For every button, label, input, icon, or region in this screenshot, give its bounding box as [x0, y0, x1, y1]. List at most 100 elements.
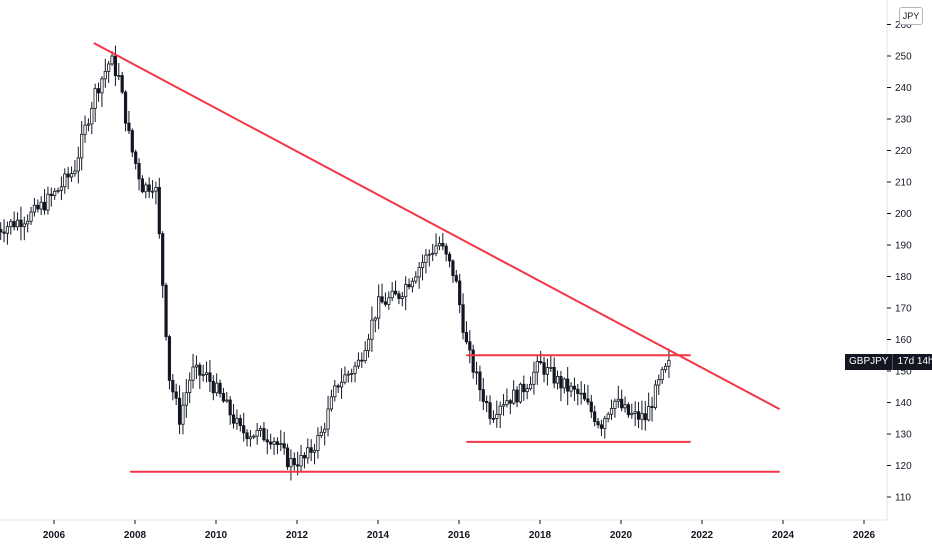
candle-body [302, 455, 307, 459]
time-tick-label: 2016 [448, 530, 471, 541]
candle-body [528, 383, 533, 390]
candle-body [76, 157, 80, 172]
candle-body [299, 455, 303, 467]
candle-body [225, 399, 229, 402]
candle-body [336, 385, 340, 388]
candle-body [390, 290, 394, 299]
candle-body [366, 338, 371, 351]
price-tick-label: 220 [895, 146, 912, 157]
candle-body [498, 405, 502, 415]
candle-body [171, 379, 175, 393]
candle-body [630, 413, 634, 416]
candle-body [59, 186, 64, 191]
currency-button[interactable]: JPY [899, 7, 923, 25]
candle-body [458, 280, 462, 306]
candle-body [312, 450, 317, 453]
candle-body [211, 380, 215, 394]
candle-body [653, 384, 658, 408]
candle-body [549, 367, 553, 369]
candle-body [110, 55, 114, 65]
price-tick-label: 200 [895, 209, 912, 220]
candle-body [512, 389, 516, 404]
candle-body [73, 170, 77, 174]
candle-body [468, 341, 472, 351]
candle-body [215, 382, 219, 394]
candle-body [606, 413, 610, 420]
candle-body [262, 428, 266, 441]
candle-body [0, 229, 3, 233]
candle-body [39, 201, 43, 210]
candle-body [198, 364, 202, 376]
candle-body [441, 242, 445, 247]
candle-body [123, 91, 128, 124]
candle-body [657, 379, 661, 386]
candle-body [545, 367, 550, 375]
candle-body [596, 421, 600, 426]
candle-body [19, 219, 23, 227]
time-axis[interactable]: 2006 2008 2010 2012 2014 2016 2018 2020 2022 2024… [43, 520, 876, 541]
candle-body [431, 252, 435, 255]
candle-body [93, 88, 97, 109]
candle-body [137, 163, 141, 180]
candle-body [539, 361, 543, 364]
candle-body [420, 262, 425, 268]
price-tick-label: 240 [895, 83, 912, 94]
candle-body [404, 284, 408, 298]
candle-body [383, 301, 388, 305]
candle-body [410, 280, 415, 288]
candle-body [380, 296, 384, 303]
candle-body [164, 284, 168, 338]
candle-body [525, 388, 529, 393]
candle-body [501, 404, 506, 407]
candle-body [400, 296, 404, 299]
candle-body [417, 267, 421, 278]
candle-body [323, 428, 327, 433]
candle-body [552, 367, 556, 384]
candle-body [667, 359, 671, 367]
candle-body [86, 123, 91, 126]
candle-body [66, 173, 70, 178]
candle-body [319, 431, 323, 436]
candle-body [613, 400, 617, 409]
candle-body [42, 201, 47, 211]
candle-body [623, 404, 627, 409]
candle-body [397, 293, 401, 299]
candle-body [572, 385, 577, 390]
candle-body [589, 401, 593, 413]
candle-body [22, 223, 26, 227]
candle-body [481, 389, 485, 402]
candle-body [609, 408, 614, 415]
candle-body [620, 398, 624, 409]
candle-body [265, 439, 269, 443]
time-tick-label: 2022 [691, 530, 714, 541]
price-tick-label: 260 [895, 20, 912, 31]
trendline[interactable] [93, 42, 780, 410]
candle-body [329, 396, 334, 410]
candle-body [626, 404, 631, 416]
candle-body [309, 447, 313, 453]
candle-body [204, 372, 209, 375]
candle-body [660, 369, 664, 381]
price-tick-label: 110 [895, 493, 911, 504]
time-tick-label: 2012 [286, 530, 309, 541]
candle-body [339, 381, 344, 388]
candle-body [326, 408, 330, 430]
candle-body [184, 392, 188, 406]
price-tick-label: 120 [895, 461, 912, 472]
candle-body [306, 447, 310, 459]
candle-body [434, 245, 438, 254]
candle-body [157, 187, 161, 235]
candle-body [107, 63, 111, 72]
candle-body [231, 414, 236, 424]
candle-body [201, 374, 205, 376]
candle-body [150, 190, 155, 193]
candle-body [633, 411, 637, 414]
price-axis[interactable]: 110 120 130 140 150 160 170 180 190 200 210 220 230 2… [887, 20, 912, 504]
candle-body [90, 107, 94, 125]
candle-body [285, 447, 290, 468]
price-tick-label: 170 [895, 304, 912, 315]
candle-body [387, 297, 391, 305]
candle-body [269, 441, 273, 445]
candle-body [424, 254, 428, 264]
